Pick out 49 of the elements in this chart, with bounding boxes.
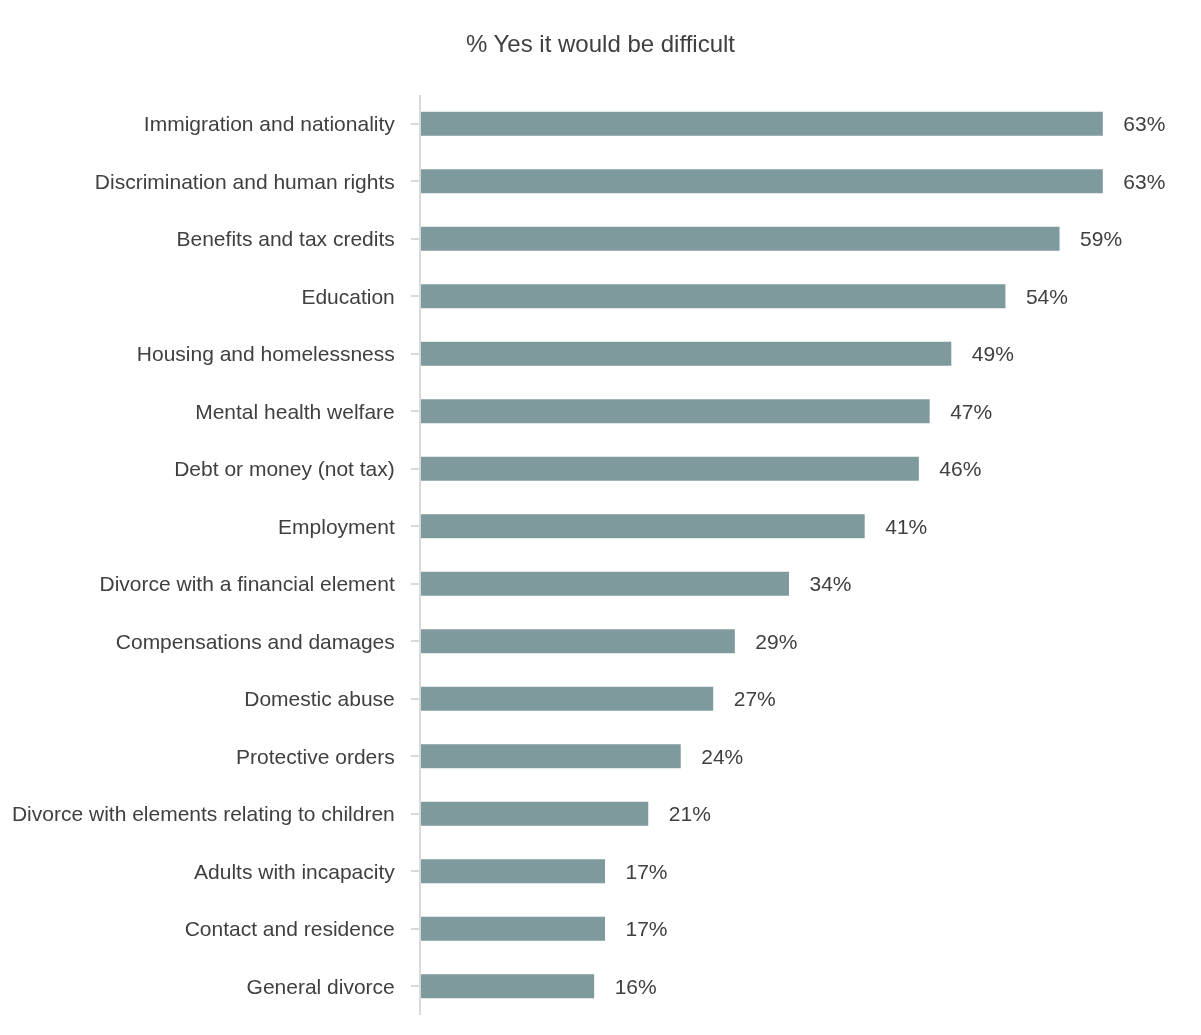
bar <box>421 284 1006 309</box>
bar <box>421 514 865 539</box>
data-label: 17% <box>607 917 668 941</box>
bar <box>421 111 1103 136</box>
bar <box>421 399 930 424</box>
data-label: 34% <box>791 572 852 596</box>
data-label: 59% <box>1062 227 1123 251</box>
y-tick-label: Debt or money (not tax) <box>174 457 395 481</box>
bar <box>421 226 1060 251</box>
bar <box>421 571 789 596</box>
y-tick-label: Protective orders <box>236 744 395 768</box>
bar <box>421 629 735 654</box>
bar <box>421 341 952 366</box>
bar <box>421 801 649 826</box>
bar <box>421 744 681 769</box>
bar <box>421 916 605 941</box>
chart-title: % Yes it would be difficult <box>465 29 736 57</box>
bar <box>421 456 919 481</box>
data-label: 49% <box>954 342 1014 366</box>
bar <box>421 686 714 711</box>
y-tick-label: Adults with incapacity <box>194 859 396 883</box>
y-tick-label: Divorce with a financial element <box>99 572 395 596</box>
data-label: 63% <box>1105 112 1166 136</box>
bar <box>421 859 605 884</box>
bar <box>421 974 595 999</box>
y-tick-label: Immigration and nationality <box>143 112 396 136</box>
y-tick-label: Mental health welfare <box>195 399 395 423</box>
data-label: 27% <box>716 687 776 711</box>
y-tick-label: Divorce with elements relating to children <box>11 802 395 826</box>
data-label: 16% <box>597 974 657 998</box>
data-label: 24% <box>683 744 744 768</box>
data-label: 47% <box>932 399 993 423</box>
y-tick-label: Domestic abuse <box>244 687 395 711</box>
bar <box>421 169 1103 194</box>
data-label: 21% <box>651 802 711 826</box>
y-tick-label: Compensations and damages <box>115 629 395 653</box>
data-label: 63% <box>1105 169 1166 193</box>
y-tick-label: General divorce <box>246 974 395 998</box>
y-tick-label: Contact and residence <box>184 917 395 941</box>
data-label: 54% <box>1008 284 1068 308</box>
y-tick-label: Education <box>301 284 395 308</box>
data-label: 17% <box>607 859 668 883</box>
data-label: 29% <box>737 629 798 653</box>
y-tick-label: Discrimination and human rights <box>94 169 395 193</box>
y-tick-label: Housing and homelessness <box>136 342 395 366</box>
data-label: 41% <box>867 514 928 538</box>
data-label: 46% <box>921 457 982 481</box>
y-tick-label: Benefits and tax credits <box>176 227 395 251</box>
y-tick-label: Employment <box>278 514 395 538</box>
